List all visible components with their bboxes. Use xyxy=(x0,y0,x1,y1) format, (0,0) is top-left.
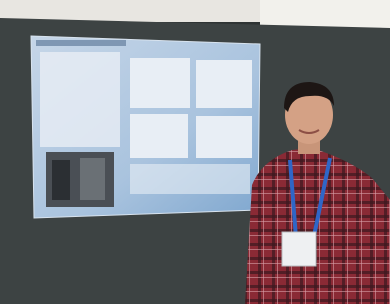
page xyxy=(0,0,390,304)
poster-content xyxy=(36,40,252,207)
badge xyxy=(282,232,316,266)
photo xyxy=(0,0,390,304)
